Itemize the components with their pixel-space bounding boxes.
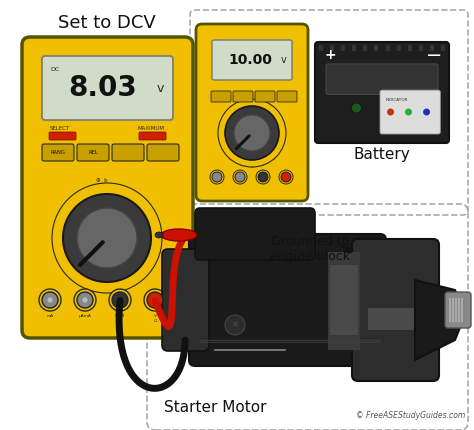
FancyBboxPatch shape — [326, 64, 438, 95]
FancyBboxPatch shape — [255, 91, 275, 102]
Text: Grounded to
engine block: Grounded to engine block — [270, 235, 350, 263]
FancyBboxPatch shape — [49, 132, 76, 140]
Circle shape — [225, 106, 279, 160]
Text: Starter Motor: Starter Motor — [164, 400, 266, 415]
FancyBboxPatch shape — [195, 208, 315, 260]
Text: ×: × — [231, 320, 238, 329]
FancyBboxPatch shape — [233, 91, 253, 102]
Text: © FreeASEStudyGuides.com: © FreeASEStudyGuides.com — [356, 411, 465, 420]
Text: INDICATOR: INDICATOR — [386, 98, 409, 102]
Circle shape — [42, 292, 58, 308]
Text: v: v — [156, 82, 164, 95]
Text: ⊕  b: ⊕ b — [96, 178, 108, 183]
Text: mA: mA — [46, 314, 54, 318]
Circle shape — [256, 170, 270, 184]
Circle shape — [235, 172, 245, 182]
FancyBboxPatch shape — [42, 56, 173, 120]
Circle shape — [74, 289, 96, 311]
FancyBboxPatch shape — [315, 42, 449, 143]
Bar — [368, 308, 423, 330]
Text: SELECT: SELECT — [50, 126, 70, 132]
FancyBboxPatch shape — [112, 144, 144, 161]
FancyBboxPatch shape — [147, 144, 179, 161]
FancyBboxPatch shape — [277, 91, 297, 102]
Bar — [458, 298, 460, 322]
Circle shape — [63, 194, 151, 282]
FancyBboxPatch shape — [212, 40, 292, 80]
Circle shape — [47, 297, 53, 303]
Text: MAXIMUM: MAXIMUM — [138, 126, 165, 132]
Bar — [374, 45, 378, 51]
FancyBboxPatch shape — [445, 292, 471, 328]
Circle shape — [225, 315, 245, 335]
Text: 8.03: 8.03 — [68, 74, 137, 102]
FancyBboxPatch shape — [139, 132, 166, 140]
Circle shape — [233, 170, 247, 184]
Bar — [385, 45, 390, 51]
Text: RANG: RANG — [51, 150, 65, 154]
Circle shape — [210, 170, 224, 184]
Bar — [419, 45, 423, 51]
FancyBboxPatch shape — [162, 249, 209, 351]
Bar — [449, 298, 451, 322]
Bar — [397, 45, 401, 51]
FancyBboxPatch shape — [211, 91, 231, 102]
Text: V
Ω: V Ω — [153, 314, 157, 322]
Text: Battery: Battery — [354, 147, 410, 162]
Circle shape — [147, 292, 163, 308]
FancyBboxPatch shape — [352, 239, 439, 381]
Bar — [341, 45, 345, 51]
Circle shape — [82, 297, 88, 303]
FancyBboxPatch shape — [22, 37, 193, 338]
Bar — [452, 298, 454, 322]
Text: Set to DCV: Set to DCV — [58, 14, 156, 32]
Text: µAmA: µAmA — [79, 314, 91, 318]
Bar — [330, 45, 334, 51]
Bar — [461, 298, 463, 322]
Circle shape — [258, 172, 268, 182]
Bar — [328, 252, 360, 350]
Circle shape — [152, 297, 158, 303]
Bar — [352, 45, 356, 51]
Bar — [319, 45, 323, 51]
Text: −: − — [426, 46, 442, 64]
Polygon shape — [415, 280, 465, 360]
Circle shape — [279, 170, 293, 184]
Bar — [441, 45, 445, 51]
Ellipse shape — [155, 232, 163, 238]
Bar — [330, 265, 358, 335]
Circle shape — [144, 289, 166, 311]
Circle shape — [109, 289, 131, 311]
Circle shape — [77, 292, 93, 308]
FancyBboxPatch shape — [196, 24, 308, 201]
Circle shape — [234, 115, 270, 151]
Text: COM: COM — [115, 314, 125, 318]
FancyBboxPatch shape — [42, 144, 74, 161]
Ellipse shape — [161, 229, 197, 241]
Circle shape — [52, 183, 162, 293]
Bar — [430, 45, 434, 51]
Text: v: v — [281, 55, 287, 65]
Circle shape — [387, 108, 394, 116]
Circle shape — [112, 292, 128, 308]
Text: DC: DC — [50, 67, 59, 72]
Text: REL: REL — [88, 150, 98, 154]
Bar — [408, 45, 412, 51]
FancyBboxPatch shape — [189, 234, 386, 366]
Circle shape — [117, 297, 123, 303]
Circle shape — [351, 103, 361, 113]
Circle shape — [405, 108, 412, 116]
Circle shape — [77, 208, 137, 268]
Circle shape — [39, 289, 61, 311]
Circle shape — [423, 108, 430, 116]
FancyBboxPatch shape — [380, 90, 440, 134]
Bar — [364, 45, 367, 51]
Circle shape — [218, 99, 286, 167]
Circle shape — [281, 172, 291, 182]
Text: +: + — [324, 48, 336, 62]
Bar — [455, 298, 457, 322]
Text: 10.00: 10.00 — [228, 53, 273, 67]
Circle shape — [212, 172, 222, 182]
FancyBboxPatch shape — [77, 144, 109, 161]
